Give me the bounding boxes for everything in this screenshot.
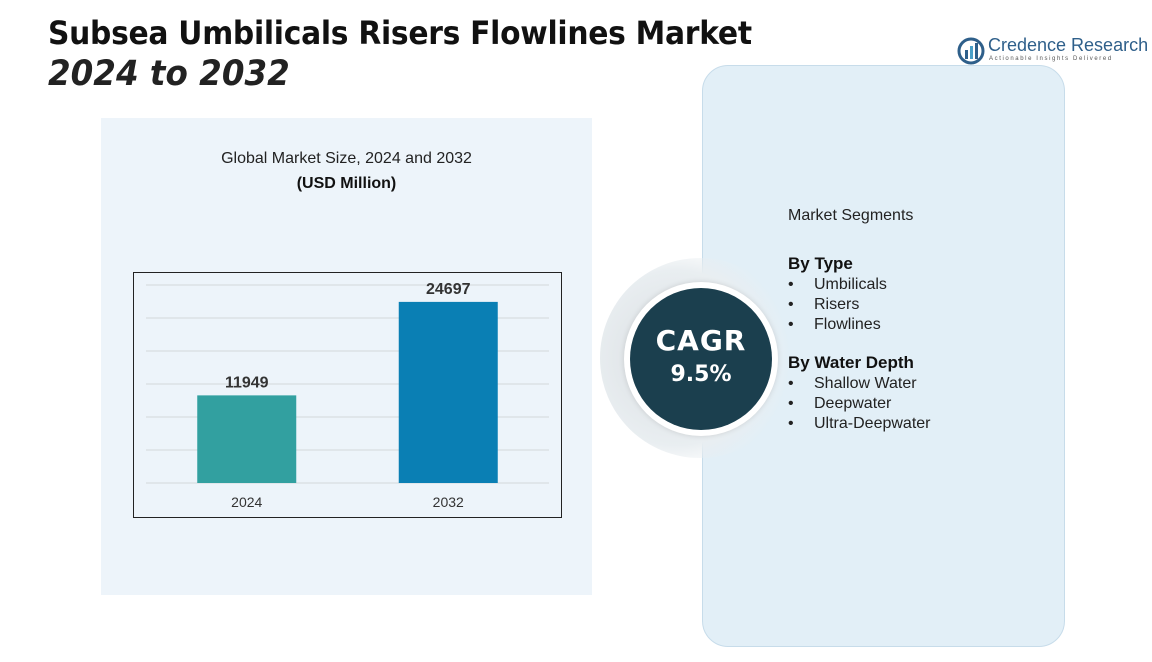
logo-bars-icon (957, 37, 985, 65)
segment-item-label: Deepwater (814, 395, 892, 412)
bullet-icon: • (788, 296, 794, 313)
segment-item: • Deepwater (788, 394, 930, 414)
segment-item: • Ultra-Deepwater (788, 414, 930, 434)
logo-name: Credence Research (988, 35, 1149, 55)
segment-item-label: Ultra-Deepwater (814, 415, 931, 432)
x-tick-label: 2032 (433, 494, 464, 510)
data-label: 24697 (426, 281, 471, 298)
page-subtitle: 2024 to 2032 (48, 54, 290, 94)
bar-2024 (197, 395, 297, 483)
segments-heading: Market Segments (788, 207, 914, 224)
bar-chart: 11949 2024 24697 2032 (146, 281, 549, 510)
segment-item: • Flowlines (788, 315, 887, 335)
credence-research-logo: Credence Research Actionable Insights De… (956, 34, 1149, 68)
chart-panel: Global Market Size, 2024 and 2032 (USD M… (101, 118, 592, 595)
chart-unit-label: (USD Million) (296, 175, 397, 192)
x-tick-label: 2024 (231, 494, 262, 510)
cagr-circle: CAGR 9.5% (630, 288, 772, 430)
cagr-value: 9.5% (670, 362, 732, 387)
bullet-icon: • (788, 276, 794, 293)
bullet-icon: • (788, 395, 794, 412)
segment-item-label: Umbilicals (814, 276, 887, 293)
segment-group-title-type: By Type (788, 254, 853, 273)
bullet-icon: • (788, 415, 794, 432)
segment-item-label: Risers (814, 296, 860, 313)
segment-item-label: Flowlines (814, 316, 881, 333)
chart-frame: 11949 2024 24697 2032 (133, 272, 562, 518)
cagr-badge: CAGR 9.5% (600, 258, 800, 458)
logo-tagline: Actionable Insights Delivered (989, 56, 1113, 62)
segment-list-water-depth: • Shallow Water • Deepwater • Ultra-Deepwat… (788, 374, 930, 434)
segment-item-label: Shallow Water (814, 375, 917, 392)
data-label: 11949 (225, 374, 269, 391)
bullet-icon: • (788, 375, 794, 392)
cagr-label: CAGR (655, 324, 747, 357)
chart-title: Global Market Size, 2024 and 2032 (221, 150, 472, 167)
segment-item: • Risers (788, 295, 887, 315)
bar-2032 (398, 301, 498, 483)
segment-item: • Umbilicals (788, 275, 887, 295)
segment-group-title-water-depth: By Water Depth (788, 353, 914, 372)
segment-list-type: • Umbilicals • Risers • Flowlines (788, 275, 887, 335)
bullet-icon: • (788, 316, 794, 333)
segment-item: • Shallow Water (788, 374, 930, 394)
page-title: Subsea Umbilicals Risers Flowlines Marke… (48, 14, 752, 52)
